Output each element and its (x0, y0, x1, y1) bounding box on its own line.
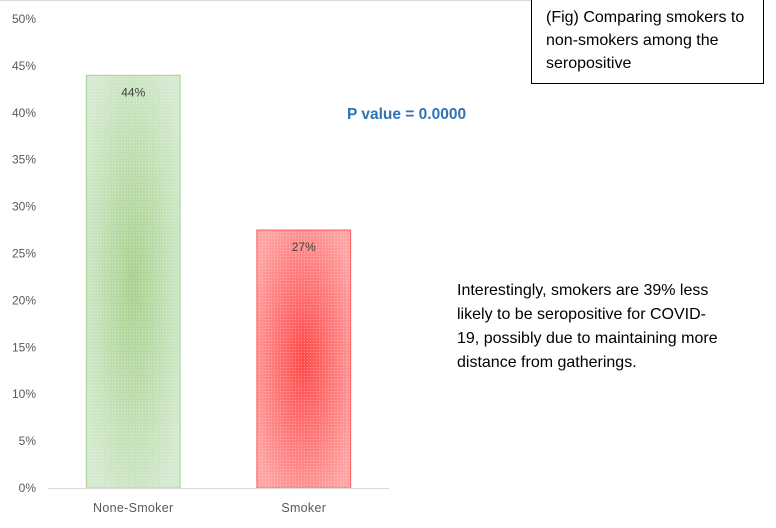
x-axis: None-Smoker Smoker (93, 501, 326, 515)
y-tick-label: 5% (19, 434, 37, 448)
y-tick-label: 20% (12, 293, 36, 307)
bars: 44% 27% (85, 74, 352, 489)
y-tick-label: 40% (12, 106, 36, 120)
y-tick-label: 45% (12, 59, 36, 73)
interpretation-note: Interestingly, smokers are 39% less like… (457, 282, 718, 371)
bar-texture (256, 230, 351, 489)
y-tick-label: 10% (12, 387, 36, 401)
x-tick-label: Smoker (281, 501, 326, 515)
bar-texture (86, 75, 181, 488)
x-tick-label: None-Smoker (93, 501, 173, 515)
data-label: 44% (121, 85, 145, 99)
y-tick-label: 50% (12, 12, 36, 26)
top-border-line (0, 0, 531, 1)
y-tick-label: 25% (12, 247, 36, 261)
data-label: 27% (292, 240, 316, 254)
figure-caption-box: (Fig) Comparing smokers to non-smokers a… (531, 0, 764, 84)
y-axis: 0% 5% 10% 15% 20% 25% 30% 35% 40% 45% 50% (12, 12, 36, 495)
y-tick-label: 30% (12, 200, 36, 214)
y-tick-label: 15% (12, 340, 36, 354)
y-tick-label: 35% (12, 153, 36, 167)
figure-caption: (Fig) Comparing smokers to non-smokers a… (546, 9, 745, 72)
p-value-label: P value = 0.0000 (347, 106, 467, 123)
y-tick-label: 0% (19, 481, 37, 495)
